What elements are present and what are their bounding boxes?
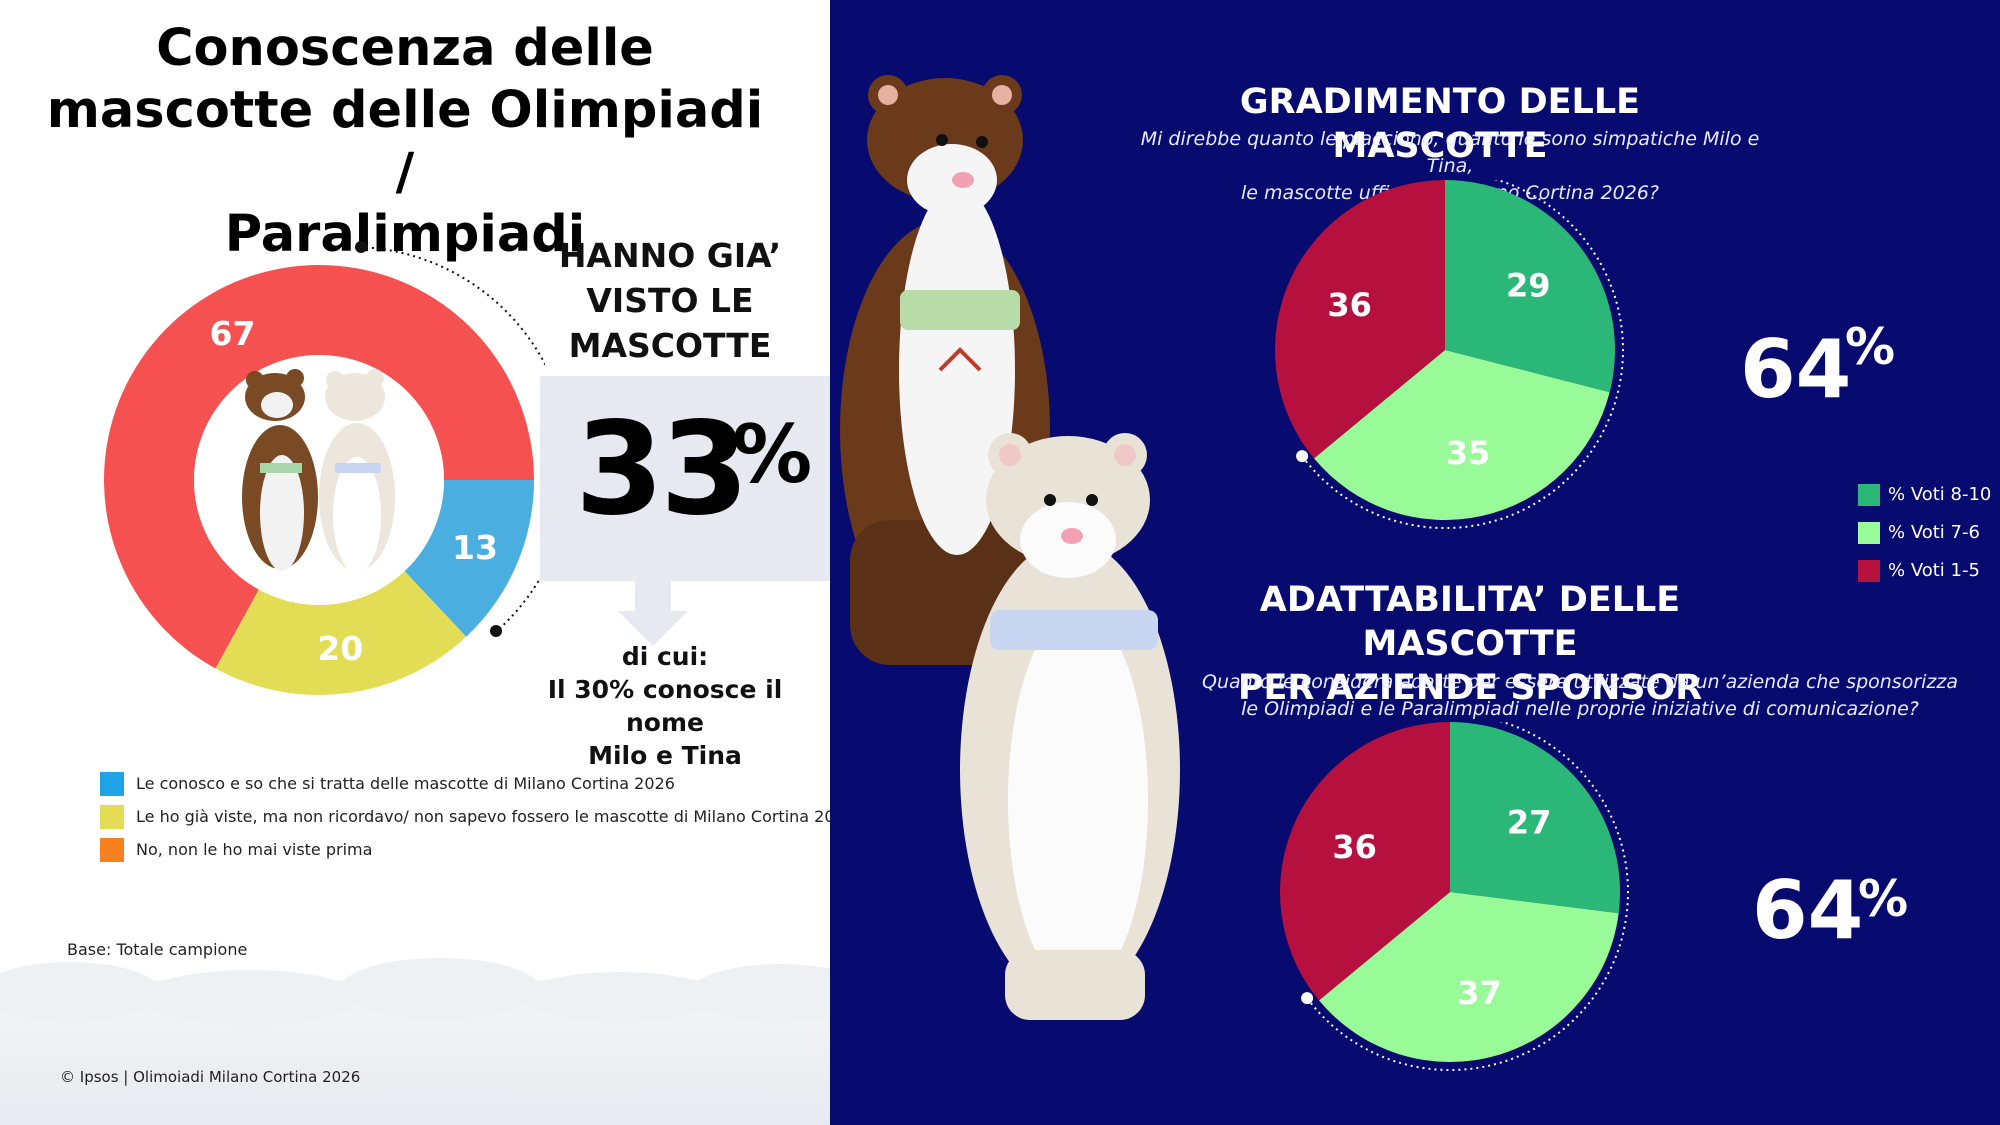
highlight-panel [540,376,830,581]
pie-slice-label: 37 [1457,974,1502,1012]
bracket-dot [1296,450,1309,463]
snow-drift [690,964,830,1022]
seen-title: HANNO GIA’ VISTO LE MASCOTTE [540,233,800,368]
seen-percentage: 33 [575,395,749,544]
pie-slice-label: 29 [1506,266,1551,304]
copyright: © Ipsos | Olimoiadi Milano Cortina 2026 [60,1068,361,1086]
appreciation-pie-chart: 29 35 36 [1275,180,1624,529]
awareness-donut-chart: 13 20 67 [103,241,545,695]
title-line: Paralimpiadi [224,205,586,264]
legend-swatch [1858,560,1880,582]
pie-slice [1319,892,1619,1062]
donut-slice-label: 20 [317,629,363,668]
snow-background [0,958,830,1125]
pie-slice-label: 27 [1507,803,1552,841]
question-line: Quanto le considera adatte per essere ut… [1201,671,1958,693]
page-title: Conoscenza delle mascotte delle Olimpiad… [40,18,770,266]
note-line: di cui: [621,642,709,671]
legend-swatch [1858,484,1880,506]
question-line: Mi direbbe quanto le piacciono, quanto l… [1140,128,1760,177]
percent-sign: % [1845,318,1896,376]
donut-slice [103,265,535,669]
pie-slice-label: 35 [1446,434,1491,472]
legend-label: Le conosco e so che si tratta delle masc… [136,774,675,793]
section1-total: 64 [1740,323,1852,416]
snow-drift [520,972,720,1022]
section2-question: Quanto le considera adatte per essere ut… [1185,669,1975,723]
pie-slice [1275,180,1445,459]
question-line: le Olimpiadi e le Paralimpiadi nelle pro… [1241,698,1919,720]
right-panel: GRADIMENTO DELLE MASCOTTE Mi direbbe qua… [830,0,2000,1125]
legend-label: Le ho già viste, ma non ricordavo/ non s… [136,807,830,826]
pie-slice [1445,180,1615,393]
tina-mascot-icon [960,433,1180,1020]
title-line: mascotte delle Olimpiadi / [46,81,764,202]
pie-slice [1450,722,1620,914]
percent-sign: % [732,408,813,501]
title-line: Conoscenza delle [156,19,654,78]
snow-drift [0,962,160,1022]
sponsor-fit-pie-chart: 27 37 36 [1280,722,1629,1071]
base-note: Base: Totale campione [67,940,248,959]
of-which-note: di cui: Il 30% conosce il nome Milo e Ti… [505,640,825,772]
pie-slice-label: 36 [1332,828,1377,866]
legend-label: % Voti 8-10 [1888,484,1992,505]
center-mascots-icon [194,355,444,605]
donut-slice [215,571,467,695]
bracket-arc [1306,722,1629,1071]
bracket-dot [490,625,502,637]
pie-slice [1314,350,1610,520]
pie-slice [1280,722,1450,1001]
seen-title-line: HANNO GIA’ [558,236,782,275]
seen-title-line: VISTO LE [586,281,754,320]
bracket-arc [1301,180,1624,529]
section1-title: GRADIMENTO DELLE MASCOTTE [1239,82,1641,166]
donut-slice [404,480,534,637]
seen-title-line: MASCOTTE [568,326,772,365]
bracket-dot [355,241,367,253]
down-arrow-icon [618,581,688,646]
legend-swatch [100,772,124,796]
percent-sign: % [1858,870,1909,928]
donut-slice-label: 67 [210,314,256,353]
legend-swatch [100,838,124,862]
title-line: ADATTABILITA’ DELLE MASCOTTE [1259,580,1681,664]
section2-title: ADATTABILITA’ DELLE MASCOTTE PER AZIENDE… [1230,578,1710,710]
section1-question: Mi direbbe quanto le piacciono, quanto l… [1130,126,1770,207]
title-line: PER AZIENDE SPONSOR [1237,668,1703,708]
section2-total: 64 [1752,864,1864,957]
left-panel: Conoscenza delle mascotte delle Olimpiad… [0,0,830,1125]
milo-mascot-icon [840,75,1050,665]
bracket-dot [1301,992,1314,1005]
legend-swatch [100,805,124,829]
legend-label: % Voti 7-6 [1888,522,1980,543]
snow-drift [140,970,360,1025]
pie-slice-label: 36 [1327,286,1372,324]
donut-slice-label: 13 [452,528,498,567]
legend-swatch [1858,522,1880,544]
note-line: Il 30% conosce il nome [547,675,783,737]
legend-label: No, non le ho mai viste prima [136,840,373,859]
mascots-illustration [840,75,1180,1020]
legend-label: % Voti 1-5 [1888,560,1980,581]
bracket-arc [359,246,545,631]
note-line: Milo e Tina [588,741,742,770]
snow-drift [340,958,540,1020]
